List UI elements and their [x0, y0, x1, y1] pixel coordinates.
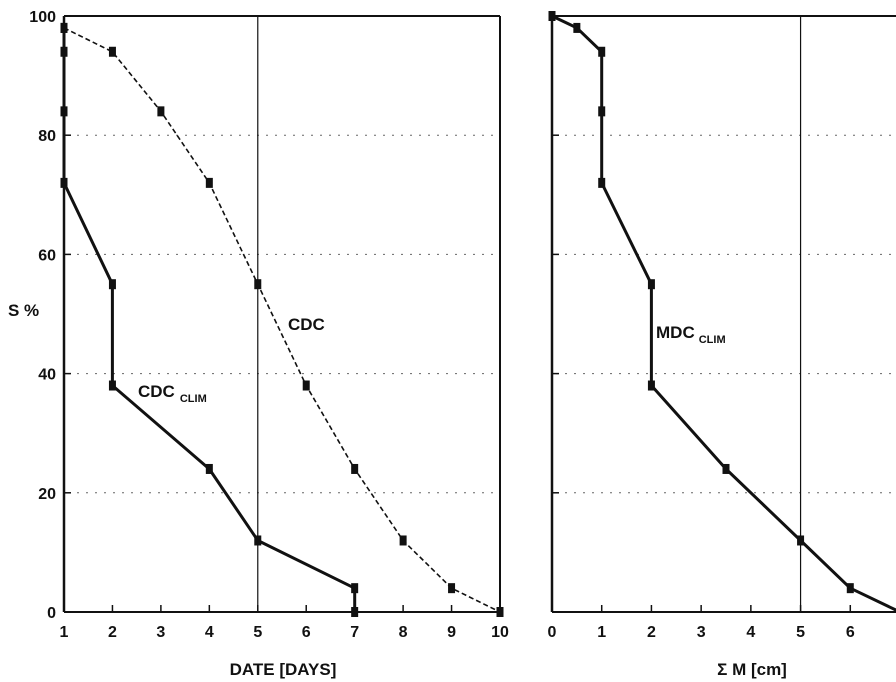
left-x-tick-label: 4 [205, 624, 214, 641]
left-x-tick-label: 5 [253, 624, 262, 641]
left-series-0-point [302, 380, 310, 391]
left-x-tick-label: 10 [491, 624, 509, 641]
left-x-tick-label: 1 [60, 624, 69, 641]
left-y-tick-label: 0 [47, 605, 56, 622]
left-series-1-point [108, 380, 116, 391]
right-series-0-point [573, 22, 581, 33]
left-series-1-point [60, 22, 68, 33]
right-x-tick-label: 3 [697, 624, 706, 641]
right-x-tick-label: 1 [597, 624, 606, 641]
right-x-tick-label: 2 [647, 624, 656, 641]
series-label-mdc-clim-sub: CLIM [699, 334, 726, 346]
x-axis-title-right: Σ M [cm] [717, 660, 787, 679]
right-x-tick-label: 6 [846, 624, 855, 641]
left-series-1-point [254, 535, 262, 546]
right-series-0-point [598, 106, 606, 117]
right-series-0-point [846, 583, 854, 594]
left-series-0-point [157, 106, 165, 117]
left-x-tick-label: 8 [399, 624, 408, 641]
left-series-0-point [205, 177, 213, 188]
series-label-cdc-clim: CDC CLIM [138, 382, 207, 405]
right-x-tick-label: 0 [548, 624, 557, 641]
right-panel: 0 1 2 3 4 5 6 [548, 11, 896, 641]
left-x-tick-label: 3 [156, 624, 165, 641]
left-series-0-point [108, 46, 116, 57]
left-series-0-point [351, 463, 359, 474]
left-series-1-point [205, 463, 213, 474]
series-label-cdc-clim-main: CDC [138, 382, 175, 401]
left-series-0-point [399, 535, 407, 546]
right-series-0-point [647, 279, 655, 290]
right-series-0-point [548, 11, 556, 21]
left-series-0-point [496, 607, 504, 617]
left-series-1-point [351, 583, 359, 594]
left-y-tick-label: 100 [29, 9, 56, 26]
left-y-tick-label: 20 [38, 486, 56, 503]
left-y-tick-label: 80 [38, 128, 56, 145]
left-series-1-point [60, 177, 68, 188]
right-series-0-point [722, 463, 730, 474]
right-x-tick-label: 5 [796, 624, 805, 641]
right-series-0-point [797, 535, 805, 546]
right-series-0-point [598, 46, 606, 57]
series-label-mdc-clim: MDC CLIM [656, 323, 726, 346]
left-series-1-point [60, 106, 68, 117]
left-x-tick-label: 6 [302, 624, 311, 641]
series-label-cdc: CDC [288, 315, 325, 334]
left-series-0-point [254, 279, 262, 290]
series-label-mdc-clim-main: MDC [656, 323, 695, 342]
left-series-1-point [60, 46, 68, 57]
right-series-0-point [647, 380, 655, 391]
left-series-1-point [108, 279, 116, 290]
left-series-1-point [351, 607, 359, 617]
right-series-0-point [598, 177, 606, 188]
left-x-tick-label: 9 [447, 624, 456, 641]
left-series-0-line [63, 27, 501, 613]
left-y-tick-label: 40 [38, 367, 56, 384]
left-series-0-point [448, 583, 456, 594]
x-axis-title-left: DATE [DAYS] [230, 660, 337, 679]
left-y-tick-label: 60 [38, 247, 56, 264]
left-x-tick-label: 7 [350, 624, 359, 641]
y-axis-title: S % [8, 301, 39, 320]
right-series-0-line [551, 14, 896, 612]
left-x-tick-label: 2 [108, 624, 117, 641]
series-label-cdc-clim-sub: CLIM [180, 393, 207, 405]
left-series-1-line [62, 27, 357, 612]
right-x-tick-label: 4 [746, 624, 755, 641]
